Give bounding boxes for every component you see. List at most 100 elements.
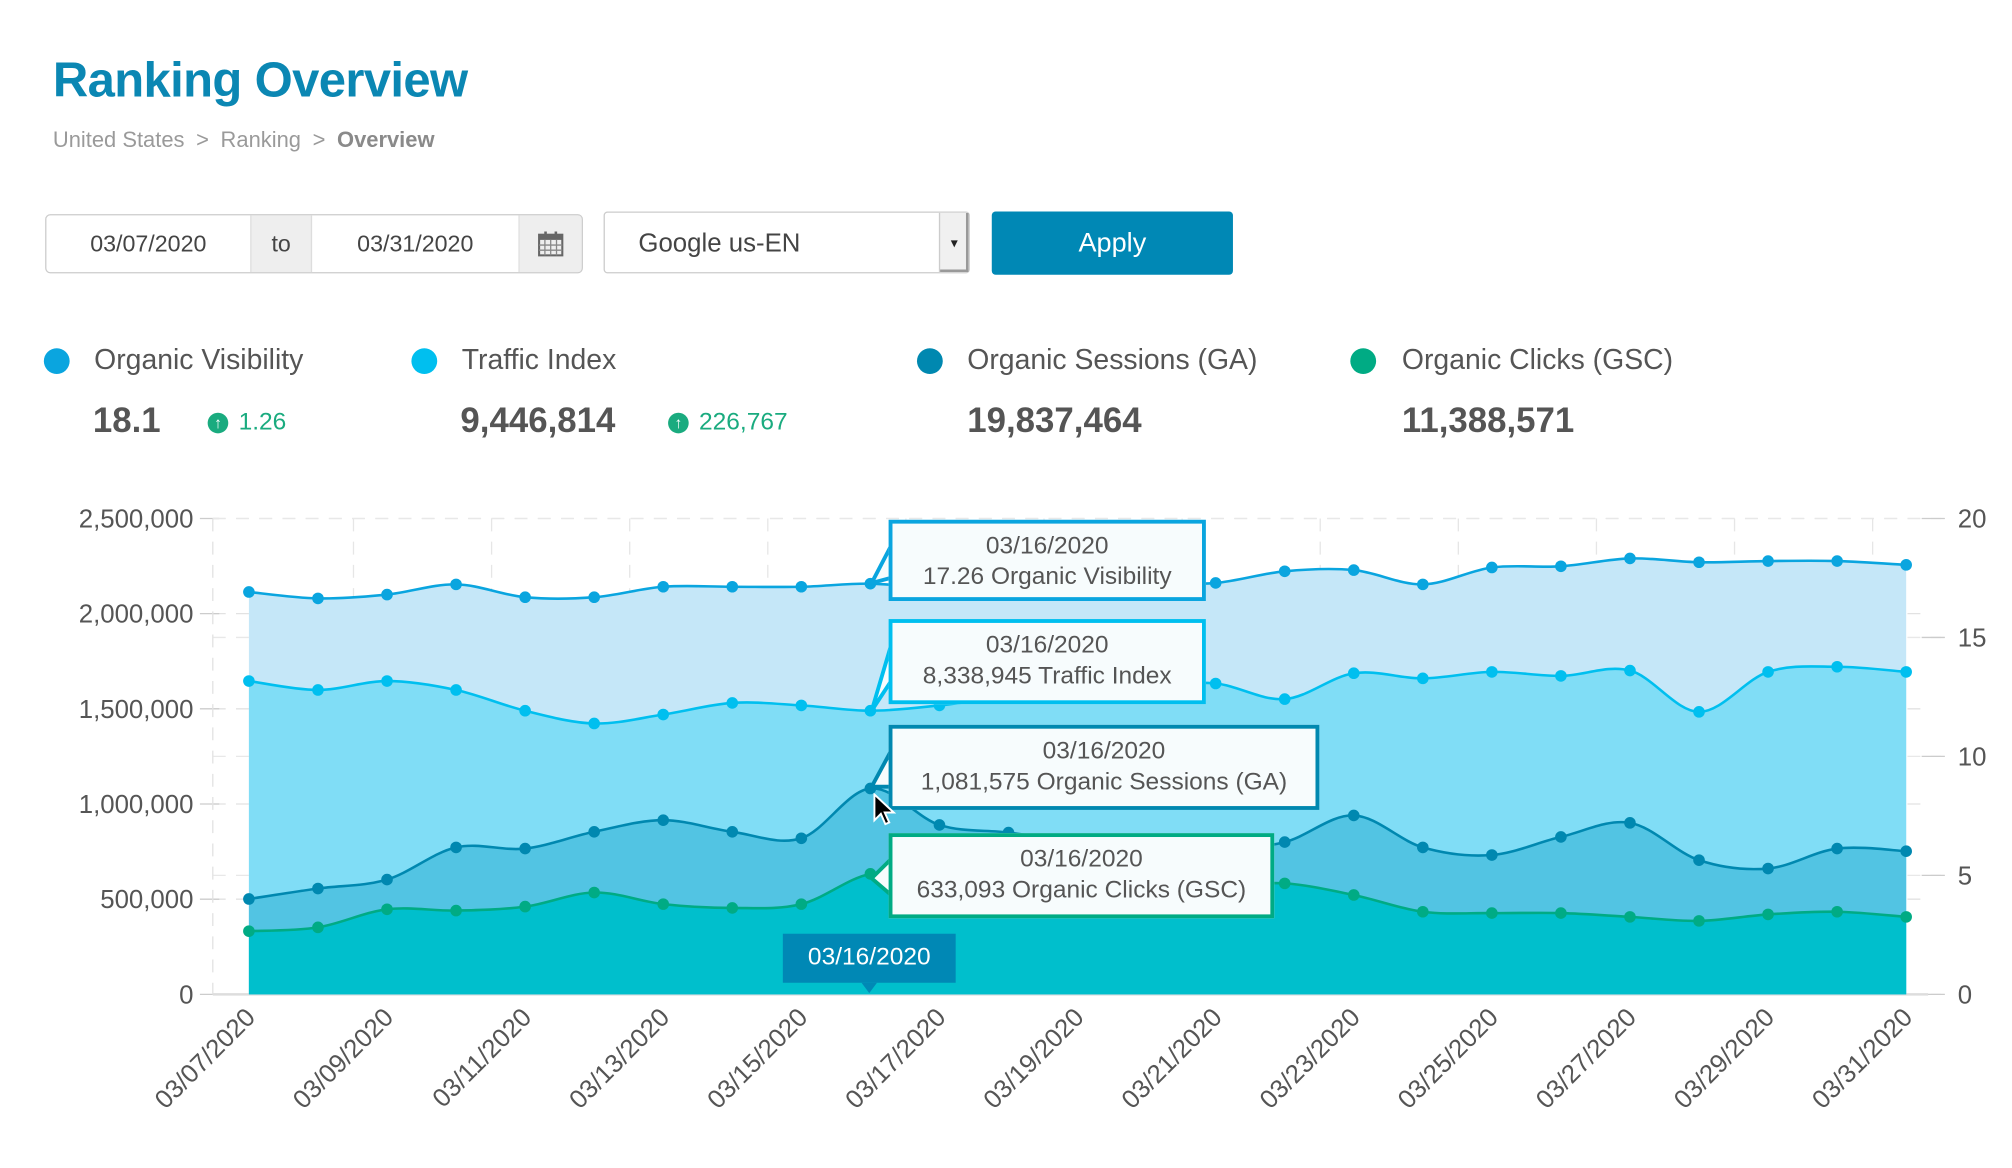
point-organic-clicks-gsc-03-07-2020[interactable] [243,925,255,937]
metric-label-organic-sessions-ga[interactable]: Organic Sessions (GA) [967,343,1258,376]
point-organic-sessions-ga-03-29-2020[interactable] [1762,862,1774,875]
point-traffic-index-03-21-2020[interactable] [1209,677,1222,690]
point-organic-clicks-gsc-03-31-2020[interactable] [1900,911,1912,923]
point-organic-visibility-03-24-2020[interactable] [1417,578,1429,591]
point-organic-sessions-ga-03-24-2020[interactable] [1417,841,1429,854]
point-organic-sessions-ga-03-17-2020[interactable] [933,819,946,831]
point-organic-visibility-03-22-2020[interactable] [1278,565,1291,578]
point-organic-sessions-ga-03-14-2020[interactable] [726,825,739,838]
point-organic-sessions-ga-03-12-2020[interactable] [588,825,600,838]
point-organic-sessions-ga-03-22-2020[interactable] [1278,836,1291,848]
point-organic-clicks-gsc-03-24-2020[interactable] [1417,905,1429,918]
y-left-tick-label: 1,500,000 [79,696,194,724]
point-traffic-index-03-26-2020[interactable] [1555,670,1567,682]
point-organic-sessions-ga-03-30-2020[interactable] [1831,842,1843,855]
x-tick-label: 03/25/2020 [1393,1003,1504,1114]
metric-change-value: 1.26 [238,408,287,436]
start-date-input[interactable]: 03/07/2020 [46,215,252,273]
point-organic-clicks-gsc-03-10-2020[interactable] [450,904,462,917]
point-organic-visibility-03-11-2020[interactable] [519,591,531,604]
point-organic-clicks-gsc-03-14-2020[interactable] [726,902,739,914]
metric-label-traffic-index[interactable]: Traffic Index [461,343,617,376]
point-traffic-index-03-10-2020[interactable] [450,684,462,696]
metric-label-organic-visibility[interactable]: Organic Visibility [94,343,304,376]
point-traffic-index-03-31-2020[interactable] [1900,666,1912,678]
point-organic-sessions-ga-03-10-2020[interactable] [450,841,462,854]
point-organic-sessions-ga-03-13-2020[interactable] [657,814,670,826]
point-traffic-index-03-09-2020[interactable] [381,675,393,687]
point-organic-clicks-gsc-03-30-2020[interactable] [1831,905,1843,918]
point-organic-clicks-gsc-03-23-2020[interactable] [1347,889,1360,901]
point-organic-visibility-03-27-2020[interactable] [1624,552,1636,565]
point-organic-sessions-ga-03-07-2020[interactable] [243,893,255,905]
x-axis-hover-label: 03/16/2020 [782,933,956,994]
point-organic-visibility-03-31-2020[interactable] [1900,559,1912,571]
point-traffic-index-03-07-2020[interactable] [243,675,255,687]
point-traffic-index-03-27-2020[interactable] [1624,664,1636,677]
point-organic-clicks-gsc-03-28-2020[interactable] [1693,915,1705,927]
breadcrumb-item-ranking[interactable]: Ranking [220,127,301,153]
point-traffic-index-03-15-2020[interactable] [795,699,808,712]
point-organic-visibility-03-10-2020[interactable] [450,578,462,591]
point-organic-sessions-ga-03-31-2020[interactable] [1900,845,1912,858]
point-traffic-index-03-29-2020[interactable] [1762,666,1774,678]
point-organic-visibility-03-14-2020[interactable] [726,580,739,593]
point-organic-clicks-gsc-03-27-2020[interactable] [1624,911,1636,923]
point-organic-visibility-03-12-2020[interactable] [588,591,600,604]
point-organic-sessions-ga-03-11-2020[interactable] [519,842,531,855]
point-organic-clicks-gsc-03-26-2020[interactable] [1555,907,1567,919]
point-organic-visibility-03-25-2020[interactable] [1486,561,1498,574]
calendar-button[interactable] [519,215,582,273]
point-organic-sessions-ga-03-15-2020[interactable] [795,832,808,845]
point-organic-visibility-03-13-2020[interactable] [657,580,670,593]
point-organic-clicks-gsc-03-12-2020[interactable] [588,886,600,899]
point-organic-sessions-ga-03-08-2020[interactable] [312,882,324,895]
point-traffic-index-03-11-2020[interactable] [519,704,531,717]
search-engine-select[interactable]: Google us-EN ▾ [603,211,970,274]
metric-label-organic-clicks-gsc[interactable]: Organic Clicks (GSC) [1401,343,1674,376]
point-organic-visibility-03-30-2020[interactable] [1831,555,1843,567]
point-traffic-index-03-25-2020[interactable] [1486,666,1498,678]
point-traffic-index-03-24-2020[interactable] [1417,672,1429,685]
point-organic-visibility-03-29-2020[interactable] [1762,555,1774,567]
breadcrumb-separator: > [312,127,326,153]
point-organic-sessions-ga-03-28-2020[interactable] [1693,854,1705,866]
breadcrumb: United States > Ranking > Overview [53,128,435,154]
point-organic-clicks-gsc-03-15-2020[interactable] [795,898,808,910]
point-organic-clicks-gsc-03-11-2020[interactable] [519,900,531,913]
point-organic-sessions-ga-03-23-2020[interactable] [1347,809,1360,822]
point-organic-sessions-ga-03-26-2020[interactable] [1555,831,1567,843]
point-organic-visibility-03-09-2020[interactable] [381,588,393,601]
point-organic-visibility-03-21-2020[interactable] [1209,577,1222,589]
apply-button[interactable]: Apply [991,211,1233,275]
point-organic-visibility-03-23-2020[interactable] [1347,564,1360,576]
point-traffic-index-03-08-2020[interactable] [312,684,324,696]
point-organic-visibility-03-28-2020[interactable] [1693,556,1705,569]
point-traffic-index-03-22-2020[interactable] [1278,693,1291,705]
tooltip-date: 03/16/2020 [1020,846,1143,874]
point-organic-clicks-gsc-03-29-2020[interactable] [1762,908,1774,921]
point-traffic-index-03-13-2020[interactable] [657,708,670,721]
end-date-input[interactable]: 03/31/2020 [312,215,520,273]
point-organic-sessions-ga-03-25-2020[interactable] [1486,849,1498,861]
point-organic-clicks-gsc-03-22-2020[interactable] [1278,877,1291,890]
y-right-tick-label: 0 [1958,981,1972,1009]
point-organic-clicks-gsc-03-25-2020[interactable] [1486,907,1498,919]
point-organic-sessions-ga-03-09-2020[interactable] [381,873,393,886]
point-organic-clicks-gsc-03-13-2020[interactable] [657,898,670,910]
point-traffic-index-03-12-2020[interactable] [588,717,600,730]
point-organic-clicks-gsc-03-08-2020[interactable] [312,921,324,934]
chevron-down-icon[interactable]: ▾ [938,212,969,273]
point-traffic-index-03-14-2020[interactable] [726,697,739,709]
point-organic-visibility-03-08-2020[interactable] [312,592,324,605]
point-organic-sessions-ga-03-27-2020[interactable] [1624,817,1636,829]
point-organic-visibility-03-26-2020[interactable] [1555,560,1567,573]
breadcrumb-item-united-states[interactable]: United States [52,127,185,153]
point-traffic-index-03-23-2020[interactable] [1347,667,1360,680]
point-organic-visibility-03-15-2020[interactable] [795,580,808,593]
point-traffic-index-03-28-2020[interactable] [1693,706,1705,718]
point-organic-clicks-gsc-03-09-2020[interactable] [381,903,393,916]
x-tick-label: 03/09/2020 [288,1003,399,1114]
point-organic-visibility-03-07-2020[interactable] [243,586,255,598]
point-traffic-index-03-30-2020[interactable] [1831,660,1843,673]
